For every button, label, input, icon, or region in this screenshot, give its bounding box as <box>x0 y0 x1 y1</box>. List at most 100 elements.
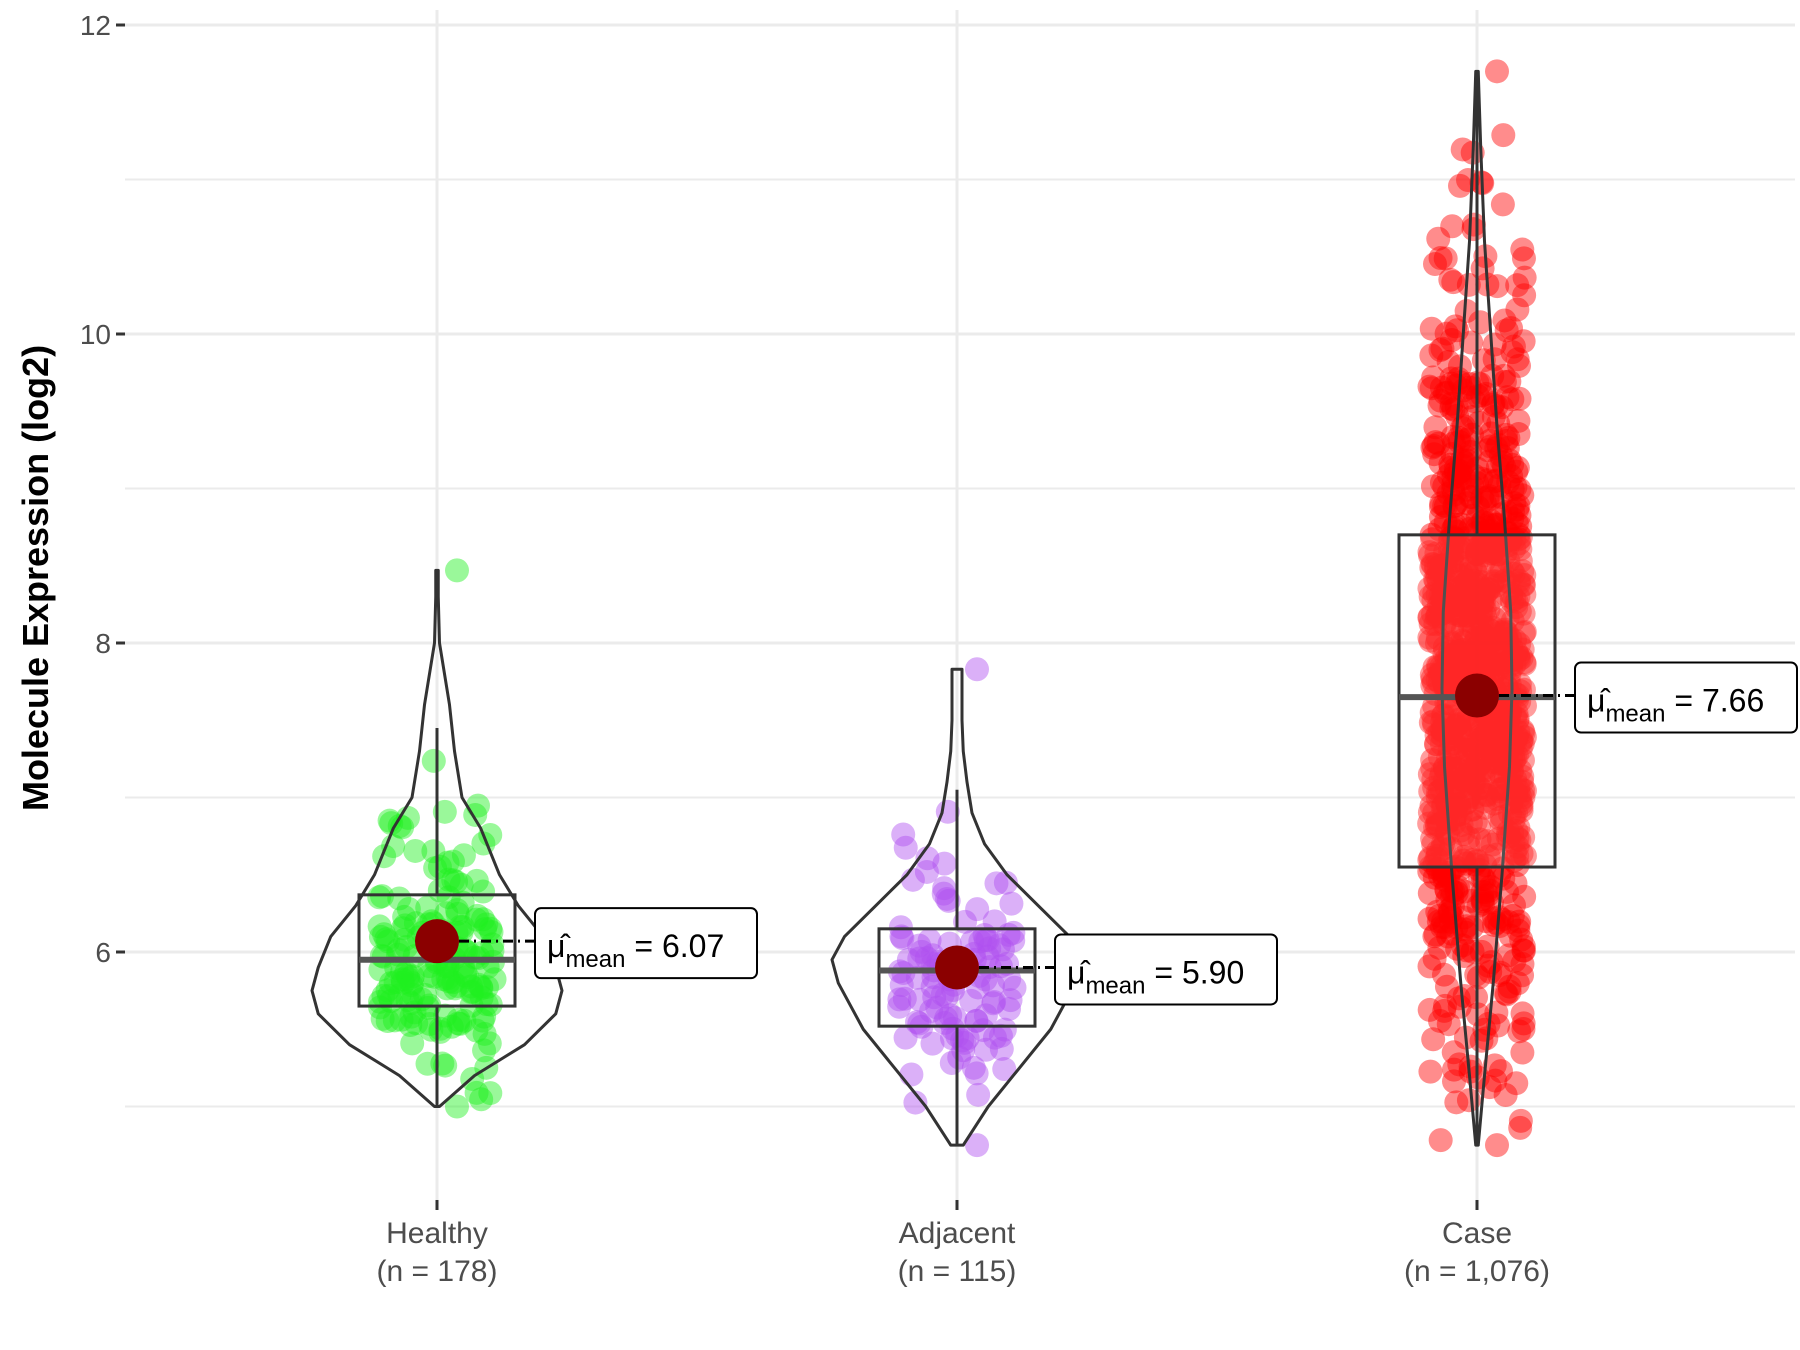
data-point <box>1508 514 1533 539</box>
data-point <box>1443 795 1468 820</box>
data-point <box>1497 672 1522 697</box>
data-point <box>1497 641 1522 666</box>
data-point <box>1475 485 1500 510</box>
data-point <box>1450 628 1475 653</box>
data-point <box>1428 504 1453 529</box>
data-point <box>1453 791 1478 816</box>
data-point <box>1452 905 1477 930</box>
data-point <box>1511 1016 1536 1041</box>
data-point <box>982 1025 1007 1050</box>
data-point <box>1461 503 1486 528</box>
data-point <box>1466 572 1491 597</box>
data-point <box>1505 347 1530 372</box>
data-point <box>1473 782 1498 807</box>
data-point <box>1461 212 1486 237</box>
data-point <box>1417 605 1442 630</box>
data-point <box>1511 825 1536 850</box>
data-point <box>1502 841 1527 866</box>
data-point <box>368 957 393 982</box>
data-point <box>1511 572 1536 597</box>
data-point <box>1509 794 1534 819</box>
data-point <box>1481 404 1506 429</box>
data-point <box>919 999 944 1024</box>
data-point <box>1441 1069 1466 1094</box>
data-point <box>1424 557 1449 582</box>
data-point <box>914 946 939 971</box>
data-point <box>1427 903 1452 928</box>
data-point <box>1482 713 1507 738</box>
data-point <box>1463 809 1488 834</box>
data-point <box>415 895 440 920</box>
mean-layer: μ̂mean = 6.07 μ̂mean = 5.90 μ̂mean = 7.66 <box>415 661 1798 1006</box>
data-point <box>1496 706 1521 731</box>
data-point <box>992 1017 1017 1042</box>
data-point <box>965 897 990 922</box>
data-point <box>452 963 477 988</box>
data-point <box>1417 762 1442 787</box>
data-point <box>469 974 494 999</box>
data-point <box>1508 758 1533 783</box>
data-point <box>1431 793 1456 818</box>
data-point <box>1432 635 1457 660</box>
data-point <box>1441 774 1466 799</box>
data-point <box>1507 531 1532 556</box>
data-point <box>1499 759 1524 784</box>
data-point <box>1507 1019 1532 1044</box>
data-point <box>1461 767 1486 792</box>
data-point <box>431 967 456 992</box>
data-point <box>370 1006 395 1031</box>
data-point <box>432 799 457 824</box>
data-point <box>1421 434 1446 459</box>
data-point <box>1457 572 1482 597</box>
data-point <box>1424 541 1449 566</box>
data-point <box>1449 569 1474 594</box>
data-point <box>1489 751 1514 776</box>
data-point <box>1459 757 1484 782</box>
data-point <box>1510 237 1535 262</box>
data-point <box>1454 445 1479 470</box>
data-point <box>1510 559 1535 584</box>
data-point <box>1489 639 1514 664</box>
data-point <box>1499 464 1524 489</box>
data-point <box>1475 829 1500 854</box>
data-point <box>988 1023 1013 1048</box>
data-point <box>477 1031 502 1056</box>
data-point <box>1480 541 1505 566</box>
data-point <box>1466 743 1491 768</box>
data-point <box>1511 572 1536 597</box>
data-point <box>1500 452 1525 477</box>
data-point <box>1473 880 1498 905</box>
data-point <box>1431 962 1456 987</box>
data-point <box>1510 748 1535 773</box>
data-point <box>1500 609 1525 634</box>
data-point <box>1504 800 1529 825</box>
data-point <box>1450 453 1475 478</box>
data-point <box>1460 575 1485 600</box>
data-point <box>1456 1088 1481 1113</box>
data-point <box>1488 1059 1513 1084</box>
data-point <box>396 964 421 989</box>
data-point <box>1482 791 1507 816</box>
data-point <box>1485 742 1510 767</box>
data-point <box>1505 971 1530 996</box>
data-point <box>1473 909 1498 934</box>
data-point <box>1494 428 1519 453</box>
data-point <box>1439 366 1464 391</box>
data-point <box>1439 592 1464 617</box>
data-point <box>1473 733 1498 758</box>
data-point <box>1475 650 1500 675</box>
data-point <box>1457 578 1482 603</box>
data-point <box>1421 767 1446 792</box>
data-point <box>1494 499 1519 524</box>
data-point <box>1426 909 1451 934</box>
data-point <box>1457 738 1482 763</box>
data-point <box>1472 795 1497 820</box>
data-point <box>1464 626 1489 651</box>
data-point <box>1441 270 1466 295</box>
data-point <box>1487 779 1512 804</box>
data-point <box>1511 778 1536 803</box>
data-point <box>1495 605 1520 630</box>
data-point <box>1458 589 1483 614</box>
data-point <box>914 859 939 884</box>
data-point <box>1458 810 1483 835</box>
